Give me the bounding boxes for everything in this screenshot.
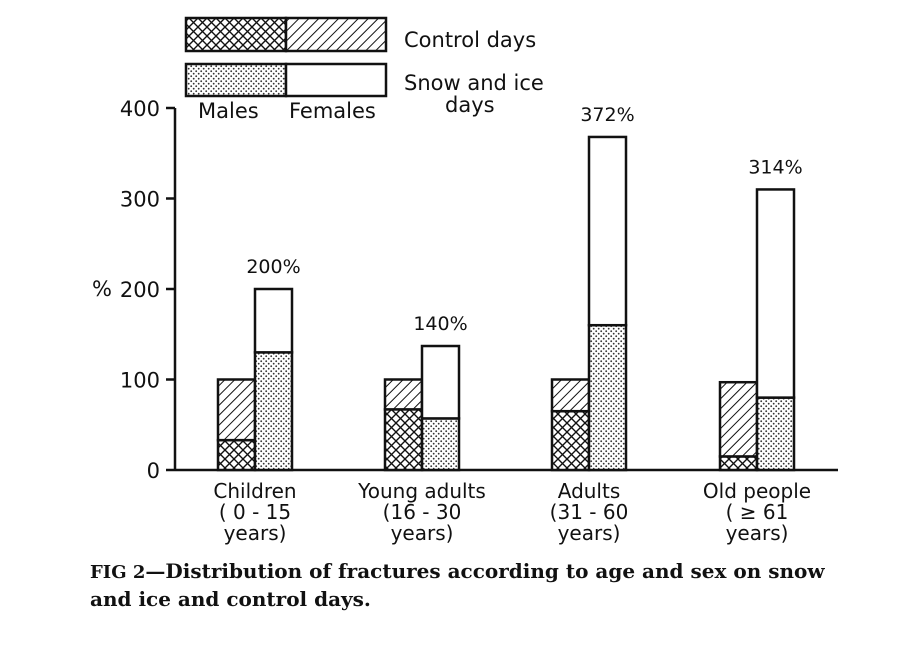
bar-total-label: 372% bbox=[580, 104, 634, 126]
legend-snow-label-line2: days bbox=[445, 93, 495, 117]
bar-control-males bbox=[216, 438, 257, 472]
bar-snow-females bbox=[420, 344, 461, 420]
y-tick-label: 400 bbox=[120, 97, 160, 121]
legend-control-label: Control days bbox=[404, 28, 536, 52]
category-label: ( 0 - 15 bbox=[219, 500, 291, 524]
bar-total-label: 140% bbox=[413, 313, 467, 335]
y-tick-label: 200 bbox=[120, 278, 160, 302]
legend-snow-label-line1: Snow and ice bbox=[404, 71, 544, 95]
y-tick-label: 0 bbox=[147, 459, 160, 483]
bar-total-label: 314% bbox=[748, 156, 802, 178]
bar-control-males bbox=[550, 409, 591, 472]
category-label: Young adults bbox=[357, 479, 486, 503]
bar-snow-females bbox=[587, 135, 628, 327]
category-label: Children bbox=[213, 479, 296, 503]
bar-snow-males bbox=[253, 351, 294, 472]
bars: 200% 140% 372% 314% bbox=[216, 104, 803, 472]
category-label: years) bbox=[726, 521, 789, 545]
bar-control-males bbox=[383, 408, 424, 472]
category-label: (16 - 30 bbox=[383, 500, 462, 524]
legend-control-males-swatch bbox=[184, 16, 288, 53]
category-label: Adults bbox=[558, 479, 621, 503]
bar-control-females bbox=[216, 378, 257, 442]
category-label: (31 - 60 bbox=[550, 500, 629, 524]
bar-control-females bbox=[718, 380, 759, 458]
legend-control-females-swatch bbox=[284, 16, 388, 53]
category-label: ( ≥ 61 bbox=[726, 500, 789, 524]
bar-snow-males bbox=[420, 417, 461, 472]
bar-control-males bbox=[718, 455, 759, 472]
legend-females-label: Females bbox=[289, 99, 376, 123]
bar-snow-females bbox=[253, 287, 294, 354]
figure-caption: FIG 2—Distribution of fractures accordin… bbox=[90, 558, 850, 613]
legend-males-label: Males bbox=[198, 99, 259, 123]
bar-snow-females bbox=[755, 188, 796, 399]
y-axis-label: % bbox=[92, 277, 112, 301]
category-label: years) bbox=[224, 521, 287, 545]
bar-snow-males bbox=[755, 396, 796, 472]
y-tick-label: 300 bbox=[120, 188, 160, 212]
bar-snow-males bbox=[587, 323, 628, 472]
fracture-bar-chart: Control days Snow and ice days Males Fem… bbox=[92, 16, 838, 545]
bar-control-females bbox=[383, 378, 424, 411]
category-label: Old people bbox=[703, 479, 811, 503]
figure-caption-text: —Distribution of fractures according to … bbox=[90, 559, 825, 611]
figure-number: FIG 2 bbox=[90, 562, 146, 583]
category-label: years) bbox=[391, 521, 454, 545]
legend: Control days Snow and ice days Males Fem… bbox=[184, 16, 544, 123]
category-label: years) bbox=[558, 521, 621, 545]
y-tick-label: 100 bbox=[120, 369, 160, 393]
bar-total-label: 200% bbox=[246, 256, 300, 278]
y-ticks: 0 100 200 300 400 bbox=[120, 97, 175, 483]
bar-control-females bbox=[550, 378, 591, 413]
legend-snow-females-swatch bbox=[284, 62, 388, 98]
legend-snow-males-swatch bbox=[184, 62, 288, 98]
